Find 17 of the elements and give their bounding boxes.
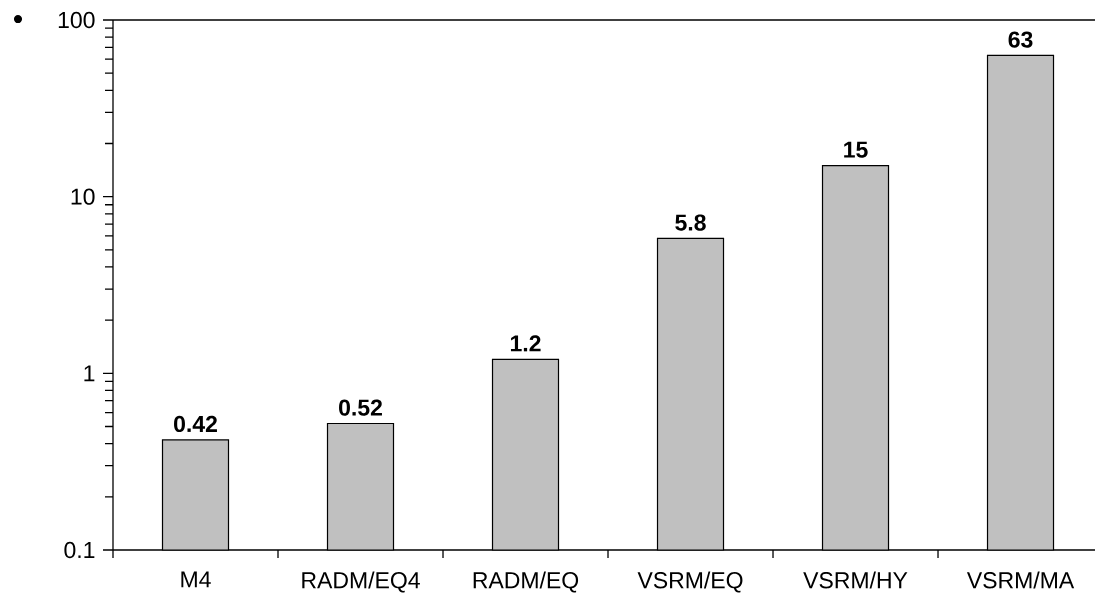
- data-label: 15: [844, 141, 868, 158]
- data-label: 0.52: [339, 399, 382, 416]
- y-tick-label: 100: [58, 11, 95, 29]
- data-label: 63: [1008, 31, 1033, 48]
- y-tick-label: 1: [84, 365, 95, 382]
- x-tick-label: VSRM/MA: [966, 571, 1075, 589]
- data-label: 0.42: [174, 415, 217, 433]
- x-tick-label: VSRM/EQ: [637, 571, 743, 593]
- data-label: 5.8: [675, 214, 706, 231]
- x-tick-label: RADM/EQ: [473, 571, 579, 593]
- x-tick-label: VSRM/HY: [803, 571, 908, 589]
- x-tick-label: RADM/EQ4: [302, 571, 420, 593]
- x-tick-label: M4: [181, 571, 211, 588]
- y-tick-label: 10: [71, 188, 95, 205]
- data-label: 1.2: [510, 335, 541, 352]
- text: •: [13, 14, 23, 24]
- y-tick-label: 0.1: [64, 541, 95, 559]
